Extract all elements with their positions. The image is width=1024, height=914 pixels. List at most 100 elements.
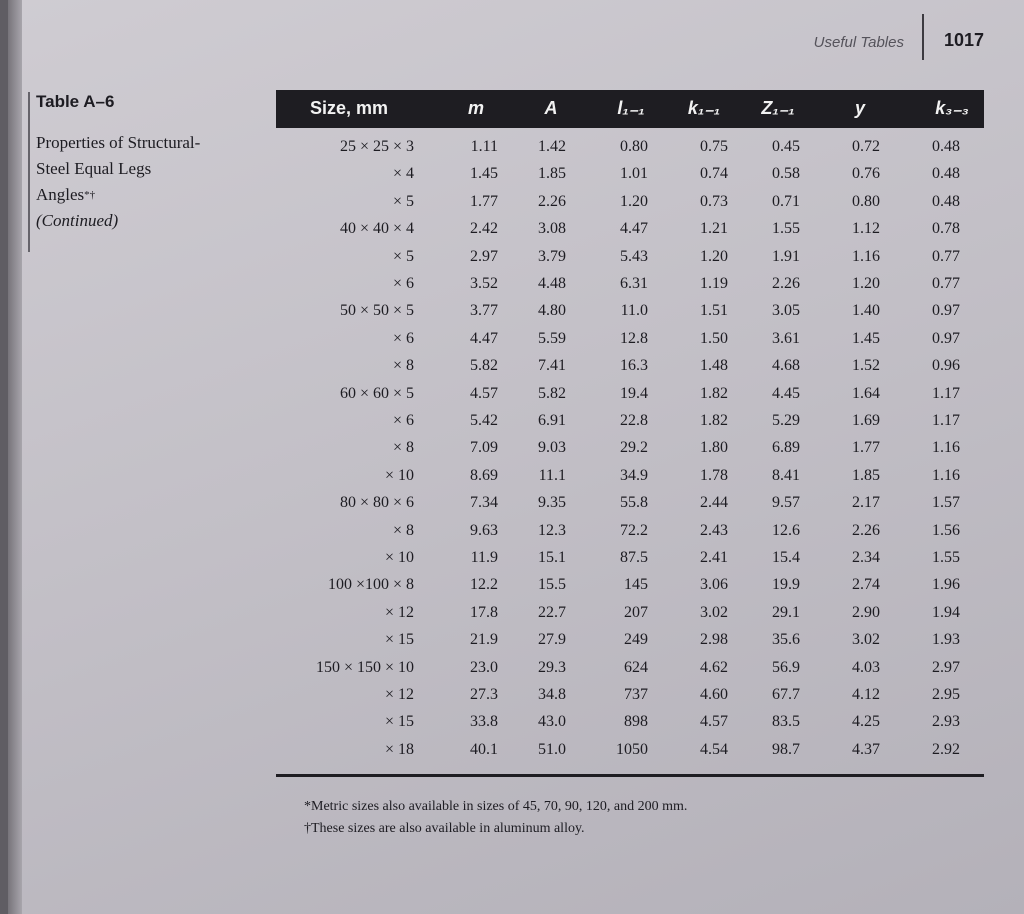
cell-size: 150 × 150 × 10 [315, 658, 414, 676]
cell-size: × 6 [392, 275, 414, 292]
cell-y: 2.74 [852, 576, 880, 594]
cell-size: × 5 [392, 192, 414, 210]
table-row: × 12 17.8 22.7 207 3.02 29.1 2.90 1.94 [276, 602, 984, 630]
cell-a: 11.1 [538, 466, 566, 484]
header-k33: k₃₋₃ [935, 98, 969, 118]
cell-z11: 0.71 [772, 192, 800, 210]
cell-m: 3.77 [470, 302, 498, 320]
cell-z11: 0.58 [772, 165, 800, 183]
cell-k11: 1.82 [700, 412, 728, 429]
table-row: × 5 1.77 2.26 1.20 0.73 0.71 0.80 0.48 [276, 191, 984, 219]
cell-k33: 0.48 [932, 138, 960, 155]
cell-z11: 1.91 [772, 247, 800, 265]
cell-y: 0.80 [852, 192, 880, 210]
table-bottom-rule [276, 774, 984, 777]
cell-size: × 12 [384, 603, 414, 621]
cell-z11: 0.45 [772, 138, 800, 155]
cell-i11: 1050 [616, 740, 648, 758]
cell-k11: 1.78 [700, 466, 728, 484]
table-row: × 8 9.63 12.3 72.2 2.43 12.6 2.26 1.56 [276, 520, 984, 548]
cell-i11: 0.80 [620, 138, 648, 155]
cell-z11: 19.9 [772, 576, 800, 594]
cell-m: 2.42 [470, 220, 498, 238]
cell-i11: 16.3 [620, 357, 648, 375]
table-row: × 6 4.47 5.59 12.8 1.50 3.61 1.45 0.97 [276, 328, 984, 356]
cell-k33: 2.97 [932, 658, 960, 676]
cell-z11: 35.6 [772, 631, 800, 649]
header-size: Size, mm [310, 98, 389, 118]
cell-size: × 6 [392, 329, 414, 347]
cell-m: 23.0 [470, 658, 498, 676]
cell-k11: 1.20 [700, 247, 728, 265]
cell-y: 0.72 [852, 138, 880, 155]
cell-k11: 2.41 [700, 549, 728, 566]
cell-k11: 0.75 [700, 138, 728, 155]
cell-size: 100 ×100 × 8 [327, 576, 414, 594]
cell-size: 80 × 80 × 6 [339, 494, 414, 512]
cell-z11: 8.41 [772, 466, 800, 484]
cell-i11: 29.2 [620, 439, 648, 457]
cell-z11: 12.6 [772, 521, 800, 539]
table-row: 50 × 50 × 5 3.77 4.80 11.0 1.51 3.05 1.40 0.97 [276, 300, 984, 328]
cell-i11: 72.2 [620, 521, 648, 539]
cell-size: × 10 [384, 549, 414, 566]
table-caption: Table A–6 Properties of Structural- Stee… [36, 92, 266, 234]
cell-k33: 1.17 [932, 384, 960, 402]
cell-y: 4.25 [852, 713, 880, 731]
cell-k11: 4.62 [700, 658, 728, 676]
cell-z11: 4.45 [772, 384, 800, 402]
cell-y: 1.45 [852, 329, 880, 347]
cell-k11: 1.48 [700, 357, 728, 375]
cell-k33: 2.92 [932, 740, 960, 758]
cell-y: 1.77 [852, 439, 880, 457]
cell-a: 51.0 [538, 740, 566, 758]
cell-a: 6.91 [538, 412, 566, 429]
cell-y: 4.37 [852, 740, 880, 758]
cell-y: 2.26 [852, 521, 880, 539]
cell-m: 12.2 [470, 576, 498, 594]
cell-a: 29.3 [538, 658, 566, 676]
cell-z11: 4.68 [772, 357, 800, 375]
cell-y: 4.12 [852, 686, 880, 703]
header-y: y [854, 98, 865, 118]
cell-i11: 11.0 [620, 302, 648, 320]
cell-y: 2.17 [852, 494, 880, 512]
book-spine [8, 0, 22, 914]
cell-y: 1.85 [852, 466, 880, 484]
cell-a: 4.48 [538, 275, 566, 292]
cell-size: × 15 [384, 713, 414, 731]
table-row: × 15 33.8 43.0 898 4.57 83.5 4.25 2.93 [276, 711, 984, 739]
cell-k33: 0.77 [932, 275, 960, 292]
cell-k33: 0.48 [932, 165, 960, 183]
cell-k11: 2.98 [700, 631, 728, 649]
cell-k11: 4.57 [700, 713, 728, 731]
table-row: 150 × 150 × 10 23.0 29.3 624 4.62 56.9 4.03 2.9… [276, 657, 984, 685]
cell-size: × 8 [392, 357, 414, 375]
cell-k11: 3.06 [700, 576, 728, 594]
cell-a: 3.08 [538, 220, 566, 238]
cell-i11: 145 [624, 576, 648, 594]
caption-title-line-2: Steel Equal Legs [36, 159, 152, 178]
table-row: × 8 5.82 7.41 16.3 1.48 4.68 1.52 0.96 [276, 355, 984, 383]
cell-a: 43.0 [538, 713, 566, 731]
cell-i11: 5.43 [620, 247, 648, 265]
cell-m: 11.9 [470, 549, 498, 566]
cell-z11: 3.05 [772, 302, 800, 320]
cell-a: 15.1 [538, 549, 566, 566]
cell-i11: 207 [624, 603, 648, 621]
cell-k33: 1.96 [932, 576, 960, 594]
cell-z11: 15.4 [772, 549, 800, 566]
running-head: Useful Tables [813, 34, 904, 51]
cell-size: × 12 [384, 686, 414, 703]
cell-k11: 2.44 [700, 494, 728, 512]
footnotes: *Metric sizes also available in sizes of… [304, 796, 687, 840]
table-row: × 6 3.52 4.48 6.31 1.19 2.26 1.20 0.77 [276, 273, 984, 301]
cell-y: 1.64 [852, 384, 880, 402]
cell-k11: 1.80 [700, 439, 728, 457]
table-row: × 12 27.3 34.8 737 4.60 67.7 4.12 2.95 [276, 684, 984, 712]
cell-m: 8.69 [470, 466, 498, 484]
cell-m: 40.1 [470, 740, 498, 758]
cell-i11: 6.31 [620, 275, 648, 292]
cell-size: × 8 [392, 439, 414, 457]
cell-m: 4.47 [470, 329, 498, 347]
